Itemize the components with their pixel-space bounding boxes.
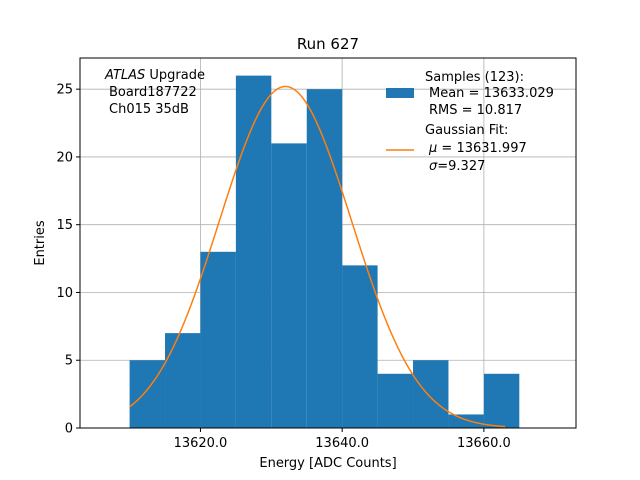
x-tick-label: 13620.0 — [174, 436, 228, 451]
histogram-bar — [200, 251, 236, 428]
x-tick-label: 13640.0 — [315, 436, 369, 451]
histogram-bar — [271, 143, 307, 428]
legend: Samples (123): Mean = 13633.029 RMS = 10… — [386, 70, 554, 174]
legend-fit-sigma: σ=9.327 — [429, 159, 485, 174]
histogram-bar — [129, 360, 166, 428]
histogram-bar — [235, 75, 272, 428]
y-tick-label: 25 — [56, 83, 73, 98]
histogram-bar — [377, 373, 414, 428]
legend-fit-mu: μ = 13631.997 — [428, 141, 527, 156]
histogram-bar — [342, 265, 378, 428]
y-tick-label: 15 — [56, 218, 73, 233]
legend-mu-symbol: μ — [428, 141, 437, 156]
axis-ticks: 13620.0 13640.0 13660.0 0 5 10 15 20 25 — [56, 83, 510, 451]
histogram-bars — [129, 75, 520, 429]
info-line-3: Ch015 35dB — [109, 102, 189, 117]
legend-samples-swatch — [386, 88, 414, 98]
chart-title: Run 627 — [297, 35, 359, 53]
legend-samples-mean: Mean = 13633.029 — [429, 86, 554, 101]
info-upgrade: Upgrade — [145, 68, 205, 83]
gaussian-fit — [129, 85, 506, 428]
gaussian-fit-curve — [129, 85, 506, 428]
legend-samples-title: Samples (123): — [425, 70, 524, 85]
y-tick-label: 10 — [56, 286, 73, 301]
histogram-bar — [413, 360, 449, 428]
info-line-1: ATLAS Upgrade — [104, 68, 205, 83]
histogram-bar — [483, 373, 520, 428]
legend-fit-title: Gaussian Fit: — [425, 123, 508, 138]
legend-samples-rms: RMS = 10.817 — [429, 103, 522, 118]
histogram-bar — [306, 89, 343, 429]
info-box: ATLAS Upgrade Board187722 Ch015 35dB — [104, 68, 205, 117]
legend-sigma-symbol: σ — [429, 159, 438, 174]
y-axis-label: Entries — [33, 220, 48, 266]
histogram-bar — [165, 333, 201, 428]
y-tick-label: 0 — [65, 422, 73, 437]
legend-sigma-value: =9.327 — [437, 159, 485, 174]
y-tick-label: 20 — [56, 150, 73, 165]
histogram-bar — [448, 414, 484, 428]
info-atlas: ATLAS — [104, 68, 145, 83]
legend-mu-value: = 13631.997 — [437, 141, 526, 156]
info-line-2: Board187722 — [109, 85, 197, 100]
x-tick-label: 13660.0 — [457, 436, 511, 451]
plot-frame — [79, 57, 577, 429]
y-tick-label: 5 — [65, 354, 73, 369]
x-axis-label: Energy [ADC Counts] — [259, 456, 396, 471]
